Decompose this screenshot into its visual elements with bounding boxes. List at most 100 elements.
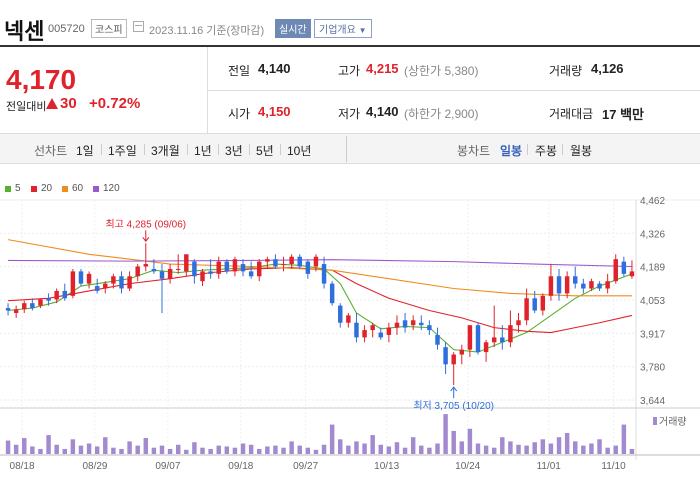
volume-bar xyxy=(346,445,351,454)
volume-bar xyxy=(184,449,189,454)
volume-bar xyxy=(573,441,578,454)
low-annotation: 최저 3,705 (10/20) xyxy=(413,400,494,412)
volume-bar xyxy=(240,443,246,454)
candle-body xyxy=(248,271,254,277)
candle-body xyxy=(111,276,116,284)
volume-bar xyxy=(548,443,554,454)
open-value: 4,150 xyxy=(258,104,291,119)
divider xyxy=(187,144,188,155)
legend-label-60: 60 xyxy=(72,183,84,194)
candle-body xyxy=(467,325,473,350)
candle-weekly[interactable]: 주봉 xyxy=(535,144,558,158)
volume-bar xyxy=(5,440,11,454)
candle-daily[interactable]: 일봉 xyxy=(500,144,523,158)
candle-body xyxy=(548,276,554,296)
candle-body xyxy=(22,303,27,310)
volume-bar xyxy=(86,443,92,454)
divider xyxy=(346,136,347,162)
volume-bar xyxy=(119,448,124,454)
divider xyxy=(280,144,281,155)
volume-bar xyxy=(394,442,400,454)
high-arrow-icon xyxy=(142,230,150,243)
volume-bar xyxy=(362,443,367,454)
candle-body xyxy=(483,342,489,353)
change-label: 전일대비 xyxy=(6,101,47,113)
period-1w[interactable]: 1주일 xyxy=(108,144,137,158)
corp-info-label: 기업개요 xyxy=(319,25,356,36)
x-tick-label: 10/13 xyxy=(374,461,399,472)
volume-bar xyxy=(581,445,586,454)
corp-info-button[interactable]: 기업개요 ▼ xyxy=(314,19,372,38)
candle-body xyxy=(321,264,327,284)
realtime-button[interactable]: 실시간 xyxy=(275,19,311,38)
high-value: 4,215 xyxy=(366,61,399,76)
volume-bar xyxy=(451,430,456,454)
x-tick-label: 09/27 xyxy=(293,461,318,472)
date-label: 2023.11.16 기준(장마감) xyxy=(149,25,265,37)
volume-bar xyxy=(216,445,221,454)
candle-body xyxy=(38,299,43,306)
candle-body xyxy=(419,322,424,326)
period-3y[interactable]: 3년 xyxy=(225,144,243,158)
y-tick-label: 3,644 xyxy=(640,396,665,407)
candle-body xyxy=(200,271,205,282)
volume-bar xyxy=(500,437,505,454)
volume-label: 거래량 xyxy=(549,64,583,78)
candle-body xyxy=(143,264,149,267)
candle-body xyxy=(540,295,546,311)
amount-label: 거래대금 xyxy=(549,107,594,121)
volume-bar xyxy=(564,433,570,454)
divider xyxy=(144,144,145,155)
candle-body xyxy=(257,261,262,277)
volume-bar xyxy=(200,447,205,454)
y-tick-label: 4,326 xyxy=(640,229,665,240)
legend-swatch-60 xyxy=(62,186,68,192)
ma-line-5 xyxy=(7,263,633,353)
open-label: 시가 xyxy=(228,107,251,121)
volume-bar xyxy=(265,446,270,454)
stock-code: 005720 xyxy=(48,23,85,35)
period-1y[interactable]: 1년 xyxy=(194,144,212,158)
candle-body xyxy=(564,276,570,294)
y-tick-label: 4,462 xyxy=(640,196,665,207)
x-tick-label: 11/01 xyxy=(537,461,562,472)
volume-bar xyxy=(313,449,319,454)
candle-body xyxy=(370,325,375,331)
period-10y[interactable]: 10년 xyxy=(287,144,312,158)
candle-body xyxy=(459,349,465,355)
x-tick-label: 08/29 xyxy=(82,461,107,472)
period-1d[interactable]: 1일 xyxy=(76,144,94,158)
candle-body xyxy=(281,264,286,266)
y-tick-label: 4,189 xyxy=(640,263,665,274)
legend-label-5: 5 xyxy=(15,183,21,194)
volume-bar xyxy=(22,438,27,454)
volume-bar xyxy=(38,448,43,454)
high-annotation: 최고 4,285 (09/06) xyxy=(105,218,186,230)
volume-bar xyxy=(30,446,35,454)
candle-body xyxy=(265,259,270,262)
candle-body xyxy=(94,286,100,291)
volume-bar xyxy=(143,438,149,454)
legend-label-20: 20 xyxy=(41,183,53,194)
volume-bar xyxy=(281,447,286,454)
prev-close-label: 전일 xyxy=(228,64,251,78)
volume-bar xyxy=(532,442,537,454)
candle-body xyxy=(135,266,140,277)
volume-bar xyxy=(629,448,635,454)
candle-body xyxy=(273,259,278,267)
volume-bar xyxy=(208,448,213,454)
candle-monthly[interactable]: 월봉 xyxy=(570,144,593,158)
candle-body xyxy=(621,261,627,274)
x-tick-label: 10/24 xyxy=(455,461,480,472)
period-3m[interactable]: 3개월 xyxy=(151,144,180,158)
period-5y[interactable]: 5년 xyxy=(256,144,274,158)
volume-bar xyxy=(605,447,610,454)
current-price: 4,170 xyxy=(6,64,77,95)
candle-body xyxy=(581,283,586,289)
up-triangle-icon xyxy=(46,98,58,109)
volume-bar xyxy=(516,444,521,454)
prev-close-value: 4,140 xyxy=(258,61,291,76)
volume-bar xyxy=(386,446,392,454)
volume-legend-swatch xyxy=(653,417,657,425)
